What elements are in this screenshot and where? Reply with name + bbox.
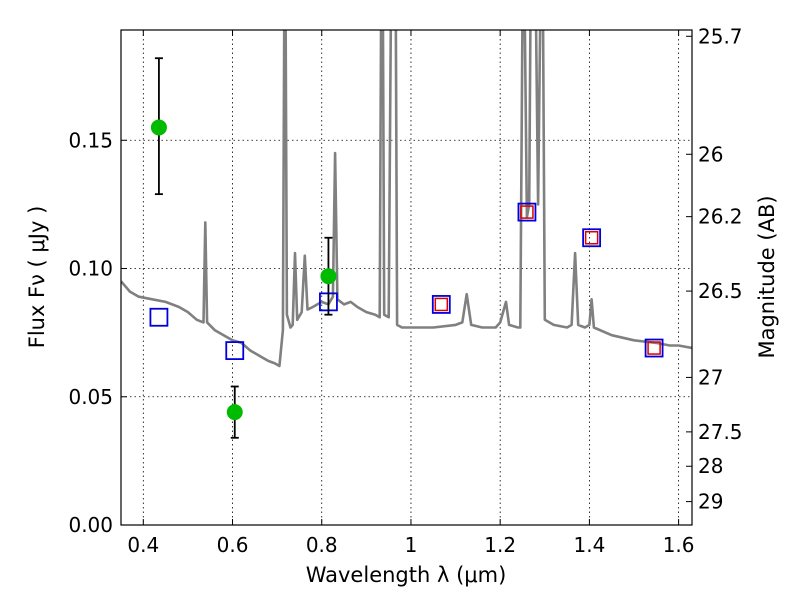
model-flux-square (517, 202, 537, 222)
observed-flux-point (226, 404, 243, 421)
y2-tick-label: 26.5 (698, 279, 743, 303)
y2-tick-label: 27.5 (698, 420, 743, 444)
x-tick-label: 0.6 (217, 533, 249, 557)
x-tick-label: 0.8 (306, 533, 338, 557)
y2-tick-label: 27 (698, 365, 723, 389)
gridlines (121, 30, 692, 526)
model-flux-inner-square (434, 297, 449, 312)
model-flux-square (644, 338, 664, 358)
plot-data (121, 30, 692, 439)
model-flux-inner-square (647, 341, 661, 355)
y-tick-label: 0.00 (68, 513, 113, 537)
y2-tick-label: 28 (698, 454, 723, 478)
model-spectrum-line (121, 30, 692, 368)
x-tick-label: 0.4 (127, 533, 159, 557)
y2-tick-label: 26 (698, 142, 723, 166)
model-flux-square (431, 295, 451, 314)
y2-axis-title: Magnitude (AB) (755, 195, 779, 358)
y-tick-label: 0.15 (68, 128, 113, 152)
x-tick-label: 1 (405, 533, 418, 557)
model-flux-inner-square (520, 205, 534, 219)
y2-tick-label: 26.2 (698, 205, 743, 229)
observed-flux-point (150, 119, 167, 136)
y2-tick-label: 25.7 (698, 24, 743, 48)
model-flux-square (149, 307, 169, 327)
y2-tick-label: 29 (698, 490, 723, 514)
x-tick-label: 1.6 (663, 533, 695, 557)
model-flux-square (225, 341, 245, 360)
model-flux-square (582, 228, 602, 248)
model-flux-inner-square (584, 230, 599, 245)
plot-frame (120, 29, 693, 526)
x-tick-label: 1.2 (484, 533, 516, 557)
y-tick-label: 0.10 (68, 257, 113, 281)
observed-flux-point (320, 268, 337, 285)
y-tick-label: 0.05 (68, 385, 113, 409)
axis-ticks: 0.4 0.6 0.8 1 1.2 1.4 1.6 0.00 0.05 0.10 0.15 25.7 2… (68, 24, 742, 557)
y-axis-title: Flux Fν ( μJy ) (25, 206, 49, 349)
x-axis-title: Wavelength λ (μm) (306, 563, 507, 587)
x-tick-label: 1.4 (573, 533, 605, 557)
